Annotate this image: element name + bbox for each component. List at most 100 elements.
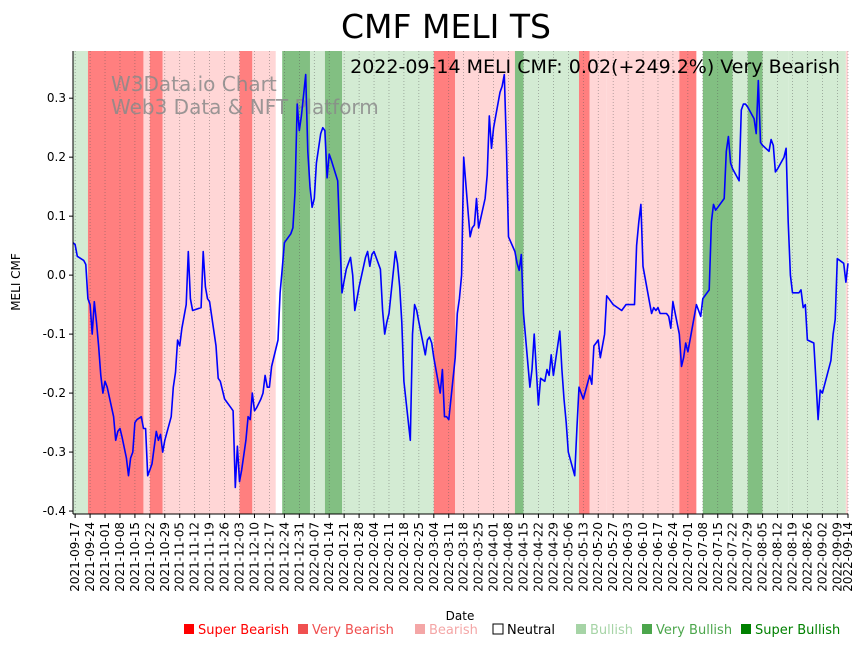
- regime-band: [696, 51, 703, 514]
- x-tick-label: 2021-09-24: [83, 522, 97, 592]
- x-tick-label: 2022-02-18: [397, 522, 411, 592]
- x-tick-label: 2022-05-27: [606, 522, 620, 592]
- chart-annotation: 2022-09-14 MELI CMF: 0.02(+249.2%) Very …: [350, 56, 840, 78]
- regime-bands: [73, 51, 848, 514]
- regime-band: [455, 51, 515, 514]
- regime-band: [433, 51, 456, 514]
- x-tick-label: 2022-04-22: [531, 522, 545, 592]
- legend-label: Very Bullish: [656, 623, 732, 638]
- regime-band: [747, 51, 763, 514]
- x-tick-label: 2021-12-10: [248, 522, 262, 592]
- legend-label: Bearish: [429, 623, 478, 638]
- x-tick-label: 2022-02-04: [367, 522, 381, 592]
- x-tick-label: 2021-09-17: [68, 522, 82, 592]
- x-tick-label: 2022-05-20: [591, 522, 605, 592]
- x-tick-label: 2022-04-29: [546, 522, 560, 592]
- legend-label: Very Bearish: [312, 623, 394, 638]
- y-axis-label: MELI CMF: [9, 253, 23, 311]
- x-tick-label: 2021-11-05: [173, 522, 187, 592]
- legend-swatch: [415, 624, 425, 634]
- y-tick-label: 0.3: [47, 91, 66, 105]
- regime-band: [732, 51, 748, 514]
- x-tick-label: 2021-12-17: [262, 522, 276, 592]
- legend-swatch: [492, 623, 504, 635]
- x-tick-label: 2022-09-09: [830, 522, 844, 592]
- regime-band: [538, 51, 579, 514]
- regime-band: [239, 51, 253, 514]
- regime-band: [845, 51, 848, 514]
- x-tick-label: 2021-12-03: [233, 522, 247, 592]
- chart-title: CMF MELI TS: [341, 7, 551, 46]
- x-tick-label: 2021-10-22: [143, 522, 157, 592]
- grid-lines: [74, 51, 849, 514]
- regime-band: [514, 51, 524, 514]
- regime-band: [324, 51, 343, 514]
- regime-band: [143, 51, 150, 514]
- x-tick-label: 2022-01-14: [322, 522, 336, 592]
- regime-band: [162, 51, 240, 514]
- x-tick-label: 2022-05-13: [576, 522, 590, 592]
- x-tick-label: 2022-08-19: [786, 522, 800, 592]
- x-ticks: 2021-09-17 2021-09-24 2021-10-01 2021-10-08…: [68, 514, 855, 592]
- x-tick-label: 2021-11-12: [188, 522, 202, 592]
- legend-swatch: [184, 624, 194, 634]
- regime-band: [762, 51, 789, 514]
- regime-band: [149, 51, 163, 514]
- y-tick-label: 0.2: [47, 150, 66, 164]
- y-tick-label: -0.3: [43, 445, 66, 459]
- legend-label: Super Bearish: [198, 623, 289, 638]
- x-tick-label: 2021-10-15: [128, 522, 142, 592]
- x-tick-label: 2022-08-26: [800, 522, 814, 592]
- legend-label: Neutral: [507, 623, 555, 638]
- legend: Super Bearish Very Bearish Bearish Neutral B…: [184, 623, 840, 638]
- watermark-line-2: Web3 Data & NFT Platform: [111, 95, 379, 119]
- cmf-series-line: [72, 73, 849, 489]
- legend-label: Bullish: [590, 623, 633, 638]
- x-tick-label: 2022-04-01: [487, 522, 501, 592]
- x-tick-label: 2022-04-15: [517, 522, 531, 592]
- x-tick-label: 2022-02-25: [412, 522, 426, 592]
- x-tick-label: 2022-01-28: [352, 522, 366, 592]
- x-tick-label: 2022-03-25: [472, 522, 486, 592]
- x-tick-label: 2022-06-24: [666, 522, 680, 592]
- y-ticks: -0.4 -0.3 -0.2 -0.1 0.0 0.1 0.2 0.3: [43, 91, 73, 518]
- y-tick-label: 0.1: [47, 209, 66, 223]
- x-tick-label: 2021-10-29: [158, 522, 172, 592]
- x-tick-label: 2022-06-03: [621, 522, 635, 592]
- regime-band: [252, 51, 276, 514]
- watermark-line-1: W3Data.io Chart: [111, 72, 277, 96]
- regime-band: [578, 51, 590, 514]
- x-tick-label: 2021-11-26: [218, 522, 232, 592]
- x-tick-label: 2022-03-11: [442, 522, 456, 592]
- x-tick-label: 2022-07-15: [711, 522, 725, 592]
- regime-band: [73, 51, 88, 514]
- regime-band: [309, 51, 325, 514]
- y-tick-label: -0.4: [43, 504, 66, 518]
- x-tick-label: 2022-05-06: [561, 522, 575, 592]
- x-tick-label: 2022-01-07: [307, 522, 321, 592]
- x-tick-label: 2021-12-24: [277, 522, 291, 592]
- x-tick-label: 2022-06-10: [636, 522, 650, 592]
- legend-swatch: [642, 624, 652, 634]
- y-tick-label: -0.2: [43, 386, 66, 400]
- x-tick-label: 2022-01-21: [337, 522, 351, 592]
- regime-band: [275, 51, 283, 514]
- x-tick-label: 2022-07-29: [741, 522, 755, 592]
- y-tick-label: -0.1: [43, 327, 66, 341]
- x-tick-label: 2022-09-02: [815, 522, 829, 592]
- x-tick-label: 2021-11-19: [203, 522, 217, 592]
- x-tick-label: 2022-06-17: [651, 522, 665, 592]
- x-tick-label: 2022-04-08: [502, 522, 516, 592]
- regime-band: [523, 51, 539, 514]
- legend-label: Super Bullish: [755, 623, 840, 638]
- y-tick-label: 0.0: [47, 268, 66, 282]
- legend-swatch: [576, 624, 586, 634]
- legend-swatch: [298, 624, 308, 634]
- x-tick-label: 2021-12-31: [292, 522, 306, 592]
- x-tick-label: 2021-10-01: [98, 522, 112, 592]
- x-tick-label: 2022-07-22: [726, 522, 740, 592]
- x-tick-label: 2022-07-01: [681, 522, 695, 592]
- x-tick-label: 2022-08-05: [756, 522, 770, 592]
- x-tick-label: 2022-02-11: [382, 522, 396, 592]
